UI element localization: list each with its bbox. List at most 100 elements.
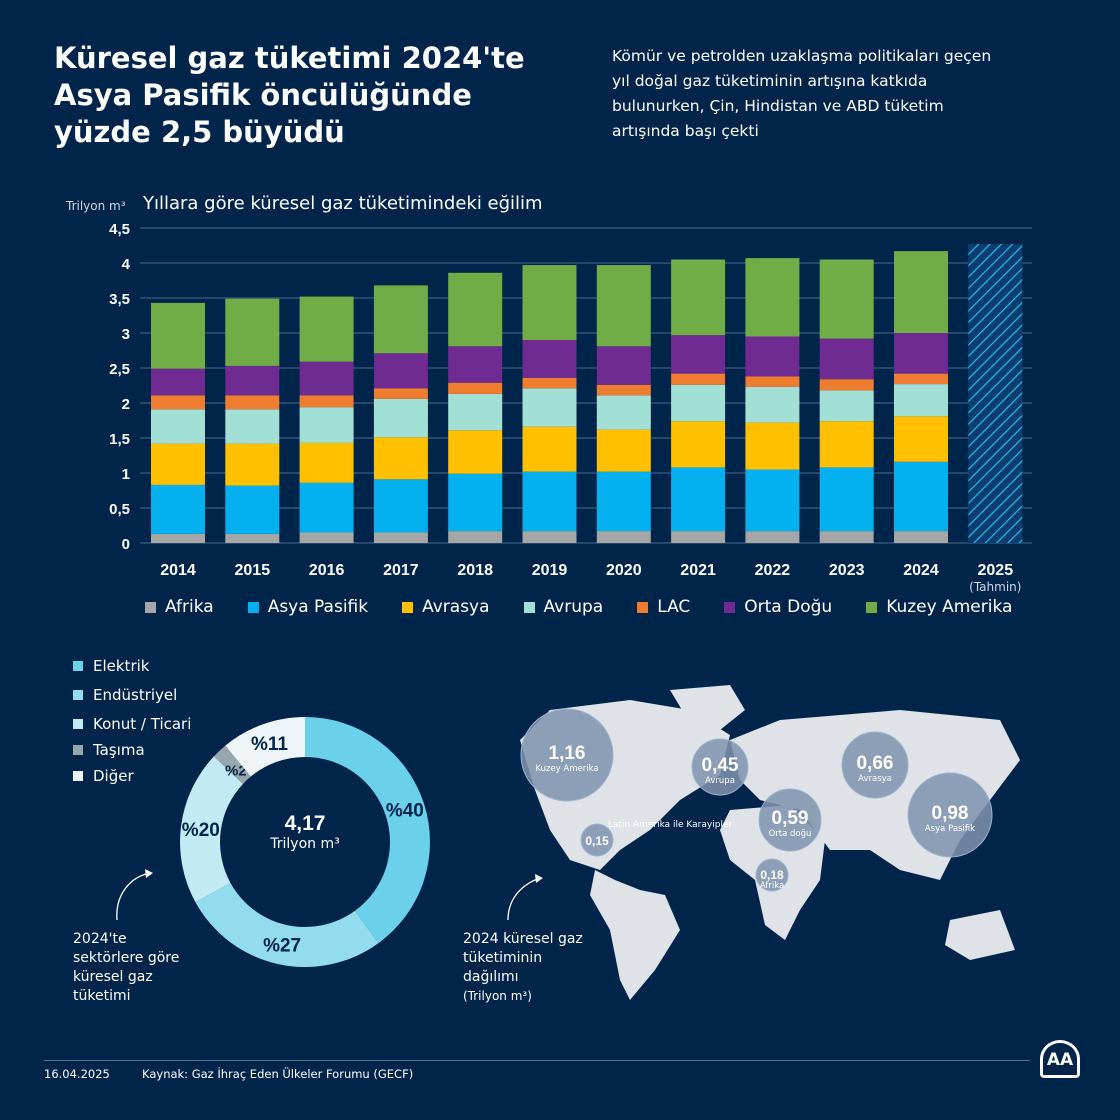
map-bubble (691, 738, 749, 796)
bar-2014-kuzey-amerika (151, 302, 205, 369)
legend-swatch (866, 601, 878, 613)
y-tick-label: 1 (122, 466, 130, 483)
bar-2017-orta-doğu (373, 353, 428, 389)
bar-2022-lac (745, 376, 800, 387)
bar-2017-avrasya (373, 437, 428, 480)
map-bubble (520, 708, 614, 802)
bar-2021-avrupa (671, 384, 726, 422)
footer-source: Kaynak: Gaz İhraç Eden Ülkeler Forumu (G… (142, 1067, 414, 1081)
x-tick-label: 2017 (383, 562, 419, 579)
bar-2024-kuzey-amerika (894, 251, 948, 333)
bar-2023-kuzey-amerika (819, 259, 874, 339)
bar-2020-asya-pasifik (596, 471, 651, 532)
map-bubble-value: 0,66 (857, 753, 894, 774)
legend-swatch (73, 661, 83, 671)
page-title: Küresel gaz tüketimi 2024'te Asya Pasifi… (54, 41, 525, 149)
x-tick-label: 2022 (755, 562, 791, 579)
bar-2020-avrupa (596, 395, 651, 430)
y-tick-label: 2,5 (109, 361, 130, 378)
bar-2015-lac (225, 395, 280, 410)
bar-2014-lac (151, 395, 205, 410)
page-subtitle: Kömür ve petrolden uzaklaşma politikalar… (612, 47, 992, 140)
bar-2020-afrika (596, 531, 651, 543)
bar-2016-avrupa (299, 407, 354, 443)
bar-2020-avrasya (596, 429, 651, 472)
legend-label: Asya Pasifik (267, 597, 369, 617)
bar-2015-avrupa (225, 409, 280, 444)
bar-2015-avrasya (225, 443, 280, 486)
map-bubble-value: 0,15 (585, 834, 609, 848)
donut-center: 4,17 Trilyon m³ (255, 812, 355, 852)
donut-unit: Trilyon m³ (270, 836, 340, 852)
legend-item: Orta Doğu (724, 597, 832, 617)
bar-2018-afrika (448, 531, 503, 543)
legend-swatch (724, 601, 736, 613)
bar-2020-kuzey-amerika (596, 265, 651, 347)
bar-2019-avrasya (522, 426, 577, 472)
arrow-icon (507, 874, 543, 921)
bar-2022-kuzey-amerika (745, 258, 800, 337)
donut-slice-1 (305, 717, 431, 944)
bar-2017-asya-pasifik (373, 479, 428, 533)
bar-2016-orta-doğu (299, 361, 354, 396)
bar-2018-orta-doğu (448, 346, 503, 383)
bar-2016-afrika (299, 532, 354, 543)
sector-legend-item: Taşıma (73, 741, 145, 759)
map-note: 2024 küresel gaz tüketiminin dağılımı (T… (463, 930, 593, 1006)
sector-legend-item: Elektrik (73, 657, 149, 675)
legend-label: Avrasya (422, 597, 490, 617)
bar-2022-avrupa (745, 386, 800, 423)
bar-2023-avrupa (819, 390, 874, 422)
bar-2024-asya-pasifik (894, 461, 948, 532)
donut-label: %40 (386, 801, 424, 822)
legend-label: Diğer (93, 767, 134, 785)
map-bubble-value: 0,45 (702, 755, 739, 776)
legend-swatch (73, 745, 83, 755)
bar-2021-kuzey-amerika (671, 259, 726, 336)
map-bubble-value: 1,16 (549, 743, 586, 764)
donut-label: %20 (182, 820, 220, 841)
bar-2021-lac (671, 373, 726, 385)
map-bubble-label: Avrupa (705, 776, 735, 786)
bar-2024-afrika (894, 531, 948, 543)
donut-total: 4,17 (284, 812, 326, 835)
legend-swatch (523, 601, 535, 613)
map-bubble-label: Avrasya (858, 774, 892, 784)
x-tick-label: 2019 (532, 562, 568, 579)
bar-2015-kuzey-amerika (225, 298, 280, 366)
x-tick-label: 2020 (606, 562, 642, 579)
legend-label: Taşıma (93, 741, 145, 759)
map-note-text: 2024 küresel gaz tüketiminin dağılımı (463, 931, 583, 985)
x-tick-label: 2015 (235, 562, 271, 579)
bar-2021-afrika (671, 531, 726, 543)
donut-slice-3 (180, 756, 244, 903)
bar-2019-lac (522, 377, 577, 389)
donut-label: %2 (225, 762, 247, 779)
bar-2016-avrasya (299, 442, 354, 483)
bar-2015-orta-doğu (225, 365, 280, 396)
legend-swatch (402, 601, 414, 613)
bar-2018-asya-pasifik (448, 473, 503, 532)
legend-swatch (247, 601, 259, 613)
legend-item: Asya Pasifik (247, 597, 369, 617)
legend-label: Elektrik (93, 657, 150, 675)
bar-2014-asya-pasifik (151, 484, 205, 534)
y-tick-label: 0,5 (109, 501, 130, 518)
bar-2022-asya-pasifik (745, 469, 800, 532)
bar-2017-kuzey-amerika (373, 285, 428, 354)
map-bubble-label: Afrika (760, 881, 784, 891)
legend-label: LAC (657, 597, 691, 617)
legend-label: Afrika (165, 597, 214, 617)
map-bubble-value: 0,98 (932, 803, 969, 824)
bar-2023-lac (819, 379, 874, 391)
map-bubble-value: 0,59 (772, 808, 809, 829)
bar-2024-lac (894, 373, 948, 385)
bar-2023-avrasya (819, 421, 874, 468)
donut-note: 2024'te sektörlere göre küresel gaz tüke… (73, 931, 180, 1004)
y-tick-label: 0 (122, 536, 130, 553)
x-tick-label: 2014 (160, 562, 196, 579)
bar-2022-avrasya (745, 422, 800, 470)
bar-legend: Afrika Asya Pasifik Avrasya Avrupa LAC Orta D… (145, 597, 1046, 617)
bar-2023-orta-doğu (819, 338, 874, 380)
